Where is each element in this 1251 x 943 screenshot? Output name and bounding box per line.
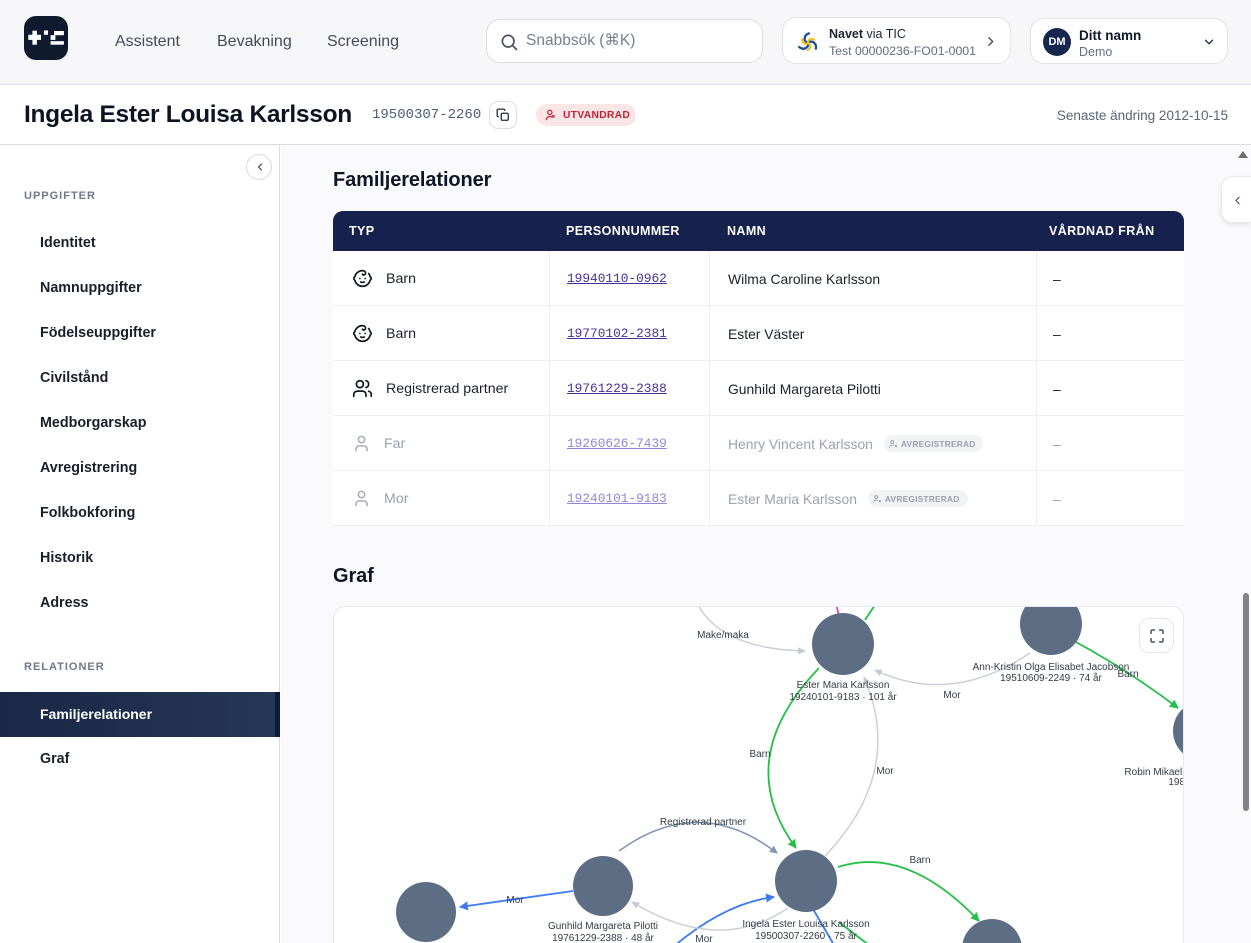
- svg-text:Robin Mikael,: Robin Mikael,: [1124, 767, 1183, 778]
- svg-text:Mor: Mor: [695, 934, 713, 943]
- svg-text:Make/maka: Make/maka: [697, 630, 749, 641]
- svg-text:Gunhild Margareta Pilotti: Gunhild Margareta Pilotti: [548, 921, 658, 932]
- svg-text:Ester Maria Karlsson: Ester Maria Karlsson: [797, 680, 890, 691]
- svg-text:Barn: Barn: [1117, 669, 1138, 680]
- svg-text:19240101-9183 · 101 år: 19240101-9183 · 101 år: [789, 691, 897, 703]
- svg-text:198: 198: [1168, 777, 1183, 788]
- svg-text:Ingela Ester Louisa Karlsson: Ingela Ester Louisa Karlsson: [742, 919, 869, 930]
- svg-text:Barn: Barn: [909, 855, 930, 866]
- svg-text:19500307-2260 · 75 år: 19500307-2260 · 75 år: [755, 930, 857, 942]
- svg-text:19761229-2388 · 48 år: 19761229-2388 · 48 år: [552, 932, 654, 943]
- svg-text:19510609-2249 · 74 år: 19510609-2249 · 74 år: [1000, 672, 1102, 684]
- svg-text:Registrerad partner: Registrerad partner: [660, 817, 747, 828]
- svg-text:Mor: Mor: [943, 690, 961, 701]
- svg-text:Ann-Kristin Olga Elisabet Jaco: Ann-Kristin Olga Elisabet Jacobson: [973, 662, 1130, 673]
- svg-text:Mor: Mor: [876, 766, 894, 777]
- svg-text:Mor: Mor: [506, 895, 524, 906]
- svg-text:Barn: Barn: [749, 749, 770, 760]
